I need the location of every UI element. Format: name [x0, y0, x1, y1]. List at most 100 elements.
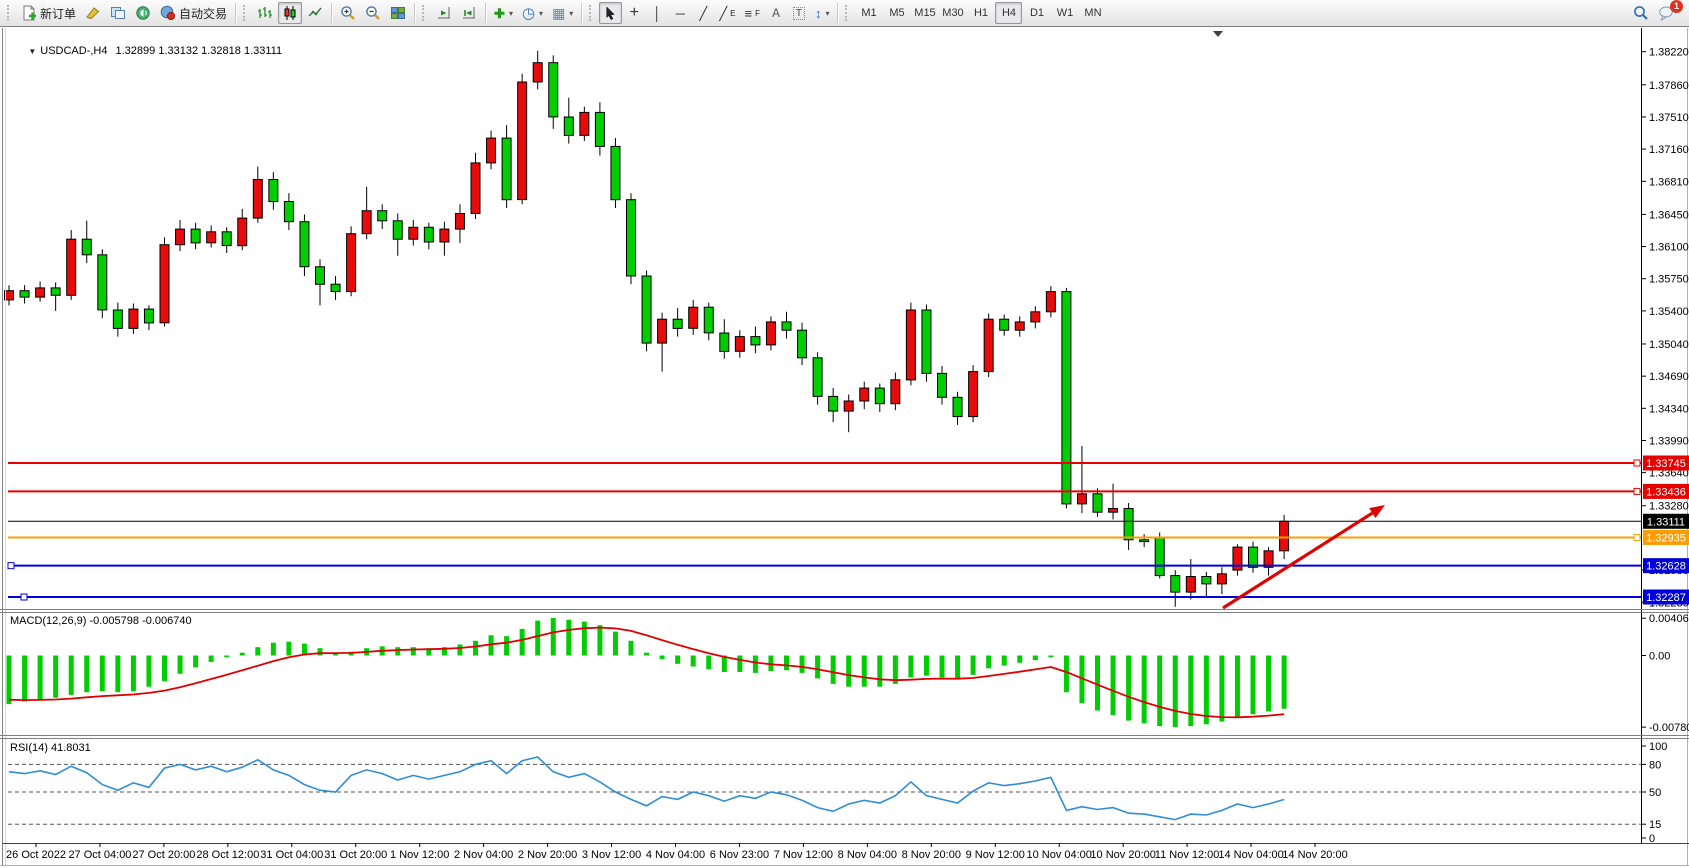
toolbar: 新订单 自动交易	[0, 0, 1689, 27]
horizontal-line-tool-button[interactable]: ─	[669, 2, 691, 24]
svg-text:1.34690: 1.34690	[1649, 371, 1689, 383]
bar-chart-mode-button[interactable]	[253, 2, 277, 24]
profiles-button[interactable]	[106, 2, 130, 24]
zoom-out-button[interactable]	[361, 2, 385, 24]
tile-windows-icon	[391, 7, 406, 19]
candlestick-mode-button[interactable]	[278, 2, 303, 24]
add-indicator-button[interactable]: ✚ ▾	[490, 2, 517, 24]
profiles-icon	[111, 7, 126, 19]
timeframe-m5[interactable]: M5	[883, 2, 910, 24]
clock-icon: ◷	[521, 4, 536, 22]
arrows-tool-button[interactable]: ↕ ▾	[811, 2, 834, 24]
toolbar-drag-handle[interactable]	[243, 5, 249, 21]
templates-button[interactable]: ▦ ▾	[548, 2, 577, 24]
toolbar-drag-handle[interactable]	[589, 5, 595, 21]
channel-tool-button[interactable]: ╱ E	[715, 2, 739, 24]
add-indicator-icon: ✚	[494, 5, 505, 21]
svg-text:1.38220: 1.38220	[1649, 47, 1689, 59]
timeframe-w1[interactable]: W1	[1051, 2, 1078, 24]
arrows-tool-icon: ↕	[814, 5, 822, 21]
crosshair-icon: +	[629, 4, 639, 21]
timeframe-h4[interactable]: H4	[995, 2, 1023, 24]
chevron-down-icon: ▾	[825, 8, 830, 18]
svg-text:1.32287: 1.32287	[1646, 592, 1686, 604]
svg-text:2 Nov 04:00: 2 Nov 04:00	[454, 849, 513, 861]
timeframe-d1[interactable]: D1	[1023, 2, 1050, 24]
svg-text:8 Nov 04:00: 8 Nov 04:00	[838, 849, 897, 861]
svg-text:1.33640: 1.33640	[1649, 468, 1689, 480]
search-button[interactable]	[1629, 2, 1653, 24]
marker-tool-button[interactable]	[81, 2, 105, 24]
toolbar-separator	[414, 3, 416, 23]
svg-text:7 Nov 12:00: 7 Nov 12:00	[774, 849, 833, 861]
toolbar-drag-handle[interactable]	[845, 5, 851, 21]
trendline-tool-button[interactable]: ╱	[692, 2, 714, 24]
channel-icon: ╱	[719, 5, 728, 21]
svg-text:1 Nov 12:00: 1 Nov 12:00	[390, 849, 449, 861]
cursor-tool-button[interactable]	[599, 2, 623, 24]
chart-ohlc-values: 1.32899 1.33132 1.32818 1.33111	[115, 45, 283, 57]
timeframe-m15[interactable]: M15	[911, 2, 938, 24]
svg-text:14 Nov 04:00: 14 Nov 04:00	[1218, 849, 1283, 861]
chart-canvas[interactable]: 1.38220 1.37860 1.37510 1.37160 1.36810 1.364…	[0, 28, 1689, 868]
svg-text:100: 100	[1649, 741, 1667, 753]
trendline-icon: ╱	[699, 5, 708, 21]
svg-text:1.35750: 1.35750	[1649, 274, 1689, 286]
notifications-button[interactable]: 1	[1654, 0, 1683, 24]
svg-text:50: 50	[1649, 787, 1661, 799]
zoom-in-icon	[341, 6, 355, 20]
svg-text:1.35400: 1.35400	[1649, 306, 1689, 318]
macd-label: MACD(12,26,9) -0.005798 -0.006740	[10, 615, 192, 627]
text-label-tool-button[interactable]: T	[788, 2, 810, 24]
template-icon: ▦	[552, 5, 566, 21]
toolbar-separator	[235, 3, 237, 23]
svg-text:9 Nov 12:00: 9 Nov 12:00	[966, 849, 1025, 861]
toolbar-separator	[331, 3, 333, 23]
svg-text:1.33745: 1.33745	[1646, 458, 1686, 470]
tile-windows-button[interactable]	[386, 2, 410, 24]
svg-text:4 Nov 04:00: 4 Nov 04:00	[646, 849, 705, 861]
auto-scroll-button[interactable]	[432, 2, 456, 24]
svg-text:1.34340: 1.34340	[1649, 403, 1689, 415]
timeframe-m1[interactable]: M1	[855, 2, 882, 24]
line-chart-mode-button[interactable]	[303, 2, 327, 24]
svg-text:0: 0	[1649, 833, 1655, 845]
search-icon	[1634, 6, 1648, 20]
chart-area[interactable]: 1.38220 1.37860 1.37510 1.37160 1.36810 1.364…	[0, 28, 1689, 868]
svg-text:10 Nov 04:00: 10 Nov 04:00	[1026, 849, 1091, 861]
sound-button[interactable]	[131, 2, 155, 24]
svg-text:1.33280: 1.33280	[1649, 501, 1689, 513]
crosshair-tool-button[interactable]: +	[623, 2, 645, 24]
svg-text:80: 80	[1649, 759, 1661, 771]
svg-text:14 Nov 20:00: 14 Nov 20:00	[1282, 849, 1347, 861]
svg-text:1.37860: 1.37860	[1649, 80, 1689, 92]
sound-icon	[136, 6, 150, 20]
periods-button[interactable]: ◷ ▾	[518, 2, 547, 24]
text-label-icon: T	[792, 6, 806, 20]
vertical-line-tool-button[interactable]: │	[646, 2, 668, 24]
bar-chart-icon	[258, 7, 273, 18]
chart-shift-icon	[463, 7, 476, 19]
toolbar-drag-handle[interactable]	[7, 5, 13, 21]
new-order-button[interactable]: 新订单	[17, 2, 80, 24]
chevron-down-icon: ▾	[508, 8, 513, 18]
marker-icon	[86, 7, 100, 20]
rsi-label: RSI(14) 41.8031	[10, 742, 91, 754]
chart-menu-caret-icon[interactable]: ▼	[28, 47, 37, 56]
timeframe-mn[interactable]: MN	[1079, 2, 1106, 24]
chart-symbol: USDCAD-,H4	[40, 45, 108, 57]
timeframe-m30[interactable]: M30	[939, 2, 966, 24]
chart-shift-button[interactable]	[457, 2, 481, 24]
auto-trading-button[interactable]: 自动交易	[156, 2, 231, 24]
toolbar-separator	[581, 3, 583, 23]
svg-text:1.37510: 1.37510	[1649, 112, 1689, 124]
text-tool-button[interactable]: A	[765, 2, 787, 24]
fibonacci-tool-button[interactable]: ≡ F	[740, 2, 763, 24]
timeframe-h1[interactable]: H1	[967, 2, 994, 24]
svg-text:2 Nov 20:00: 2 Nov 20:00	[518, 849, 577, 861]
auto-trading-icon	[160, 5, 176, 21]
toolbar-drag-handle[interactable]	[422, 5, 428, 21]
horizontal-line-icon: ─	[675, 5, 685, 21]
svg-text:1.32935: 1.32935	[1646, 532, 1686, 544]
zoom-in-button[interactable]	[336, 2, 360, 24]
